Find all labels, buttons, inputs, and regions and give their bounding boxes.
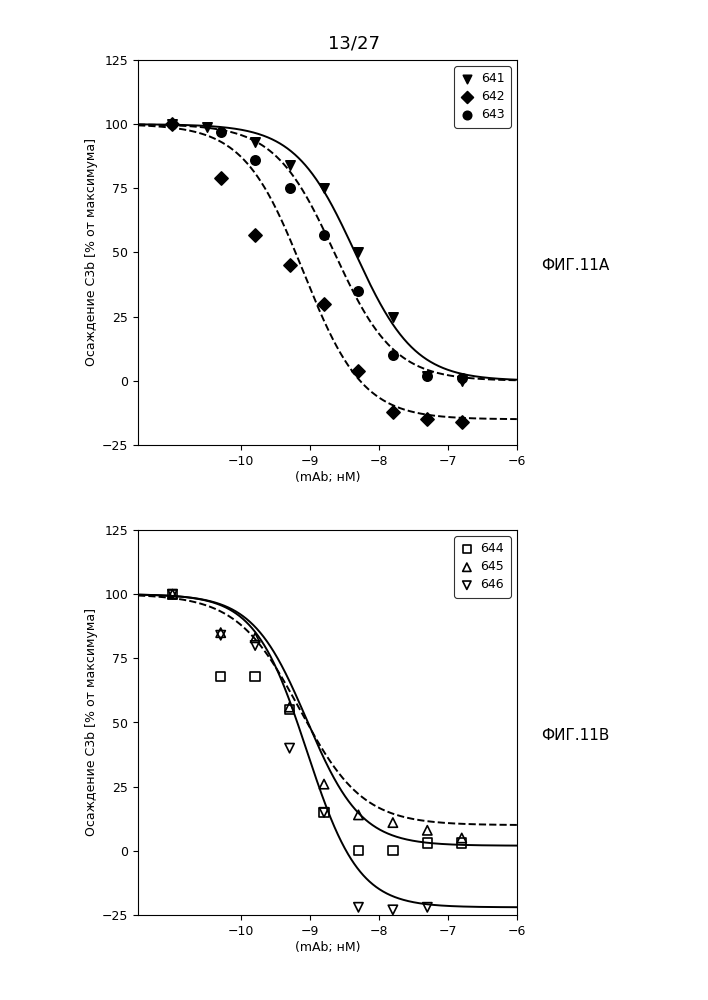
645 <box>353 807 364 823</box>
645 <box>387 815 399 831</box>
644 <box>167 586 178 602</box>
643 <box>284 180 295 196</box>
642 <box>319 296 330 312</box>
641 <box>249 134 261 150</box>
641 <box>422 368 433 384</box>
643 <box>422 368 433 384</box>
644 <box>456 835 467 851</box>
646 <box>353 899 364 915</box>
643 <box>456 370 467 386</box>
641 <box>387 309 399 325</box>
646 <box>284 740 295 756</box>
641 <box>167 116 178 132</box>
Text: 13/27: 13/27 <box>328 35 380 53</box>
643 <box>353 283 364 299</box>
641 <box>353 244 364 260</box>
X-axis label: (mAb; нМ): (mAb; нМ) <box>295 471 360 484</box>
642 <box>387 404 399 420</box>
645 <box>215 625 227 641</box>
644 <box>353 843 364 859</box>
Legend: 641, 642, 643: 641, 642, 643 <box>455 66 510 128</box>
Text: ФИГ.11А: ФИГ.11А <box>542 257 610 272</box>
643 <box>387 347 399 363</box>
642 <box>422 411 433 427</box>
Y-axis label: Осаждение C3b [% от максимума]: Осаждение C3b [% от максимума] <box>85 138 98 366</box>
643 <box>167 116 178 132</box>
646 <box>387 902 399 918</box>
645 <box>456 830 467 846</box>
645 <box>249 630 261 646</box>
641 <box>284 157 295 173</box>
X-axis label: (mAb; нМ): (mAb; нМ) <box>295 940 360 954</box>
Legend: 644, 645, 646: 644, 645, 646 <box>455 536 510 598</box>
642 <box>215 170 227 186</box>
644 <box>422 835 433 851</box>
642 <box>456 414 467 430</box>
Text: ФИГ.11В: ФИГ.11В <box>542 728 610 742</box>
644 <box>387 843 399 859</box>
646 <box>319 804 330 820</box>
646 <box>215 627 227 643</box>
642 <box>353 363 364 379</box>
642 <box>249 227 261 243</box>
644 <box>284 702 295 718</box>
646 <box>167 586 178 602</box>
646 <box>422 899 433 915</box>
643 <box>319 227 330 243</box>
645 <box>422 822 433 838</box>
644 <box>215 668 227 684</box>
645 <box>319 776 330 792</box>
Y-axis label: Осаждение C3b [% от максимума]: Осаждение C3b [% от максимума] <box>85 608 98 836</box>
642 <box>167 116 178 132</box>
643 <box>215 124 227 140</box>
643 <box>249 152 261 168</box>
641 <box>201 119 212 135</box>
646 <box>249 638 261 654</box>
644 <box>249 668 261 684</box>
644 <box>319 804 330 820</box>
641 <box>319 180 330 196</box>
641 <box>456 373 467 389</box>
645 <box>284 699 295 715</box>
645 <box>167 586 178 602</box>
642 <box>284 257 295 273</box>
